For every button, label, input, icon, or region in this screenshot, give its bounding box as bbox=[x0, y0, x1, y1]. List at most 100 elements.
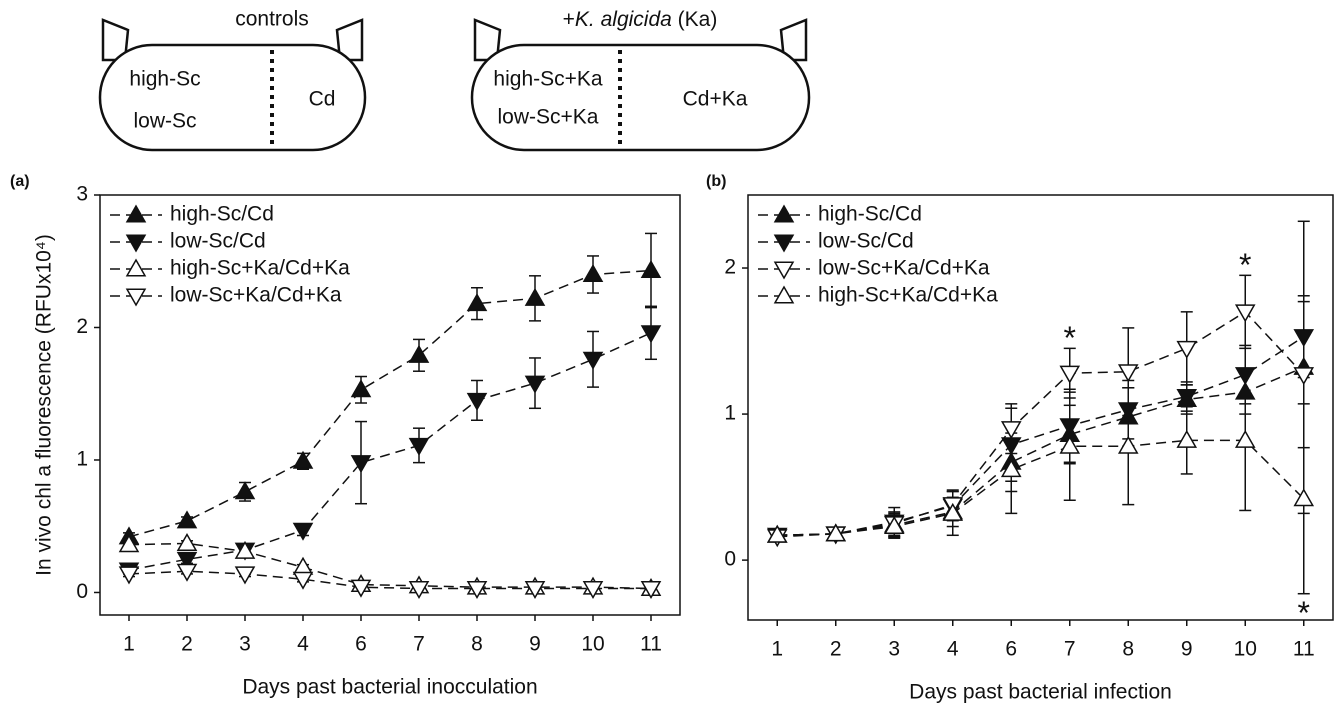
x-tick-label: 8 bbox=[1122, 638, 1134, 661]
annotation: * bbox=[1064, 320, 1076, 356]
legend-marker bbox=[773, 204, 795, 223]
x-tick-label: 4 bbox=[947, 638, 959, 661]
dish-label: Cd bbox=[309, 88, 336, 111]
marker bbox=[176, 510, 198, 529]
x-tick-label: 8 bbox=[471, 633, 483, 656]
series-line bbox=[777, 310, 1305, 538]
marker bbox=[118, 566, 140, 585]
dish-label: low-Sc+Ka bbox=[498, 106, 599, 129]
x-tick-label: 3 bbox=[888, 638, 900, 661]
title-part: (Ka) bbox=[672, 8, 718, 31]
marker bbox=[1117, 402, 1139, 421]
x-tick-label: 7 bbox=[413, 633, 425, 656]
dish-label: Cd+Ka bbox=[683, 88, 748, 111]
marker bbox=[640, 581, 662, 600]
x-tick-label: 7 bbox=[1064, 638, 1076, 661]
legend-marker bbox=[125, 204, 147, 223]
marker bbox=[825, 523, 847, 542]
marker bbox=[176, 551, 198, 570]
dish-title: controls bbox=[235, 8, 309, 31]
dish-label: high-Sc bbox=[129, 68, 200, 91]
y-tick-label: 0 bbox=[724, 548, 736, 571]
marker bbox=[408, 437, 430, 456]
plot-frame bbox=[747, 194, 1334, 621]
marker bbox=[766, 524, 788, 543]
marker bbox=[466, 392, 488, 411]
legend-marker bbox=[125, 288, 147, 307]
marker bbox=[408, 344, 430, 363]
y-tick-label: 1 bbox=[724, 402, 736, 425]
marker bbox=[1059, 435, 1081, 454]
marker bbox=[176, 563, 198, 582]
x-tick-label: 2 bbox=[830, 638, 842, 661]
marker bbox=[234, 566, 256, 585]
marker bbox=[408, 581, 430, 600]
marker bbox=[1293, 488, 1315, 507]
marker bbox=[524, 375, 546, 394]
panel-label: (b) bbox=[706, 173, 726, 190]
series-line bbox=[128, 269, 652, 538]
x-tick-label: 4 bbox=[297, 633, 309, 656]
x-tick-label: 1 bbox=[123, 633, 135, 656]
legend-label: low-Sc+Ka/Cd+Ka bbox=[170, 284, 342, 307]
plot-frame bbox=[99, 194, 681, 616]
series-line bbox=[777, 336, 1305, 537]
marker bbox=[1000, 421, 1022, 440]
legend-label: low-Sc+Ka/Cd+Ka bbox=[818, 257, 990, 280]
marker bbox=[1059, 418, 1081, 437]
marker bbox=[1117, 364, 1139, 383]
series-line bbox=[777, 439, 1305, 537]
legend-marker bbox=[773, 234, 795, 253]
legend-marker bbox=[773, 285, 795, 304]
dish-title: +K. algicida (Ka) bbox=[563, 8, 718, 31]
y-tick-label: 2 bbox=[724, 256, 736, 279]
legend-label: low-Sc/Cd bbox=[818, 230, 914, 253]
x-tick-label: 1 bbox=[771, 638, 783, 661]
legend-label: low-Sc/Cd bbox=[170, 230, 266, 253]
x-tick-label: 3 bbox=[239, 633, 251, 656]
marker bbox=[292, 556, 314, 575]
marker bbox=[640, 260, 662, 279]
marker bbox=[1000, 437, 1022, 456]
marker bbox=[1059, 365, 1081, 384]
legend-marker bbox=[773, 261, 795, 280]
annotation: * bbox=[1239, 247, 1251, 283]
marker bbox=[942, 502, 964, 521]
legend-label: high-Sc/Cd bbox=[170, 203, 274, 226]
marker bbox=[1176, 389, 1198, 408]
legend-label: high-Sc+Ka/Cd+Ka bbox=[170, 257, 350, 280]
dish bbox=[470, 43, 811, 152]
x-tick-label: 9 bbox=[529, 633, 541, 656]
marker bbox=[1176, 340, 1198, 359]
marker bbox=[1234, 367, 1256, 386]
marker bbox=[466, 581, 488, 600]
series-line bbox=[128, 332, 652, 571]
legend-label: high-Sc/Cd bbox=[818, 203, 922, 226]
marker bbox=[1234, 304, 1256, 323]
y-tick-label: 3 bbox=[76, 183, 88, 206]
marker bbox=[234, 540, 256, 559]
marker bbox=[1176, 429, 1198, 448]
title-part: K. algicida bbox=[575, 8, 672, 31]
marker bbox=[524, 581, 546, 600]
y-tick-label: 0 bbox=[76, 580, 88, 603]
marker bbox=[350, 379, 372, 398]
marker bbox=[582, 581, 604, 600]
marker bbox=[582, 351, 604, 370]
diagram: controls high-Sc low-Sc Cd +K. algicida … bbox=[98, 8, 811, 152]
series-line bbox=[777, 366, 1305, 537]
dish-label: high-Sc+Ka bbox=[493, 68, 602, 91]
series-line bbox=[128, 570, 651, 590]
marker bbox=[292, 571, 314, 590]
legend-label: high-Sc+Ka/Cd+Ka bbox=[818, 284, 998, 307]
marker bbox=[292, 450, 314, 469]
marker bbox=[1117, 435, 1139, 454]
marker bbox=[466, 293, 488, 312]
legend-marker bbox=[125, 234, 147, 253]
series-line bbox=[128, 542, 652, 590]
marker bbox=[582, 263, 604, 282]
y-axis-label: In vivo chl a fluorescence (RFUx10⁴) bbox=[33, 234, 56, 576]
marker bbox=[883, 516, 905, 535]
panel-label: (a) bbox=[10, 173, 30, 190]
